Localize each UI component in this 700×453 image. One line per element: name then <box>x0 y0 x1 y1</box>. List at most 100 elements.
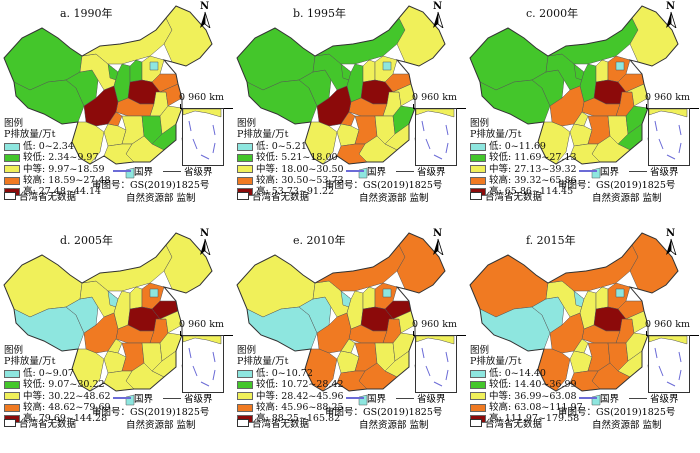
north-label: N <box>200 1 210 12</box>
legend-item: 低: 0~11.69 <box>470 141 577 152</box>
boundary-legend: 国界 省级界 <box>111 164 213 178</box>
legend-title: 图例 <box>470 118 490 129</box>
taiwan-no-data: 台湾省无数据 <box>470 189 542 203</box>
legend-label: 较高: 18.59~27.48 <box>23 175 111 187</box>
no-data-swatch <box>237 419 249 427</box>
boundary-legend: 国界 省级界 <box>344 164 446 178</box>
map-panel: b. 1995年 N 0 960 km 图例 P排放量/万t 低: 0~5.21 较低: 5… <box>233 0 466 226</box>
legend-item: 较高: 48.62~79.69 <box>4 402 111 413</box>
legend-label: 高: 27.48~44.14 <box>23 186 102 198</box>
national-boundary-line <box>113 170 131 172</box>
legend-label: 低: 0~5.21 <box>256 140 307 152</box>
north-label: N <box>433 228 443 239</box>
legend-label: 高: 79.69~144.28 <box>23 413 108 425</box>
provincial-boundary-label: 省级界 <box>650 167 679 178</box>
national-boundary-line <box>579 170 597 172</box>
province-beijing-tianjin <box>382 288 392 298</box>
legend-subtitle: P排放量/万t <box>237 356 289 368</box>
provincial-boundary-line <box>629 397 648 399</box>
legend-swatch <box>237 165 253 174</box>
province-shanxi <box>362 286 376 310</box>
legend-item: 低: 0~2.34 <box>4 141 111 152</box>
boundary-legend: 国界 省级界 <box>111 391 213 405</box>
legend-item: 较高: 30.50~53.73 <box>237 175 344 186</box>
legend-item: 较低: 2.34~9.97 <box>4 152 111 163</box>
legend-swatch <box>4 176 20 185</box>
national-boundary-label: 国界 <box>134 167 154 178</box>
national-boundary-label: 国界 <box>600 167 620 178</box>
legend-swatch <box>237 142 253 151</box>
legend-item: 低: 0~9.07 <box>4 368 111 379</box>
legend-swatch <box>4 369 20 378</box>
legend-label: 较低: 5.21~18.00 <box>256 152 338 164</box>
legend-item: 较高: 63.08~111.97 <box>470 402 583 413</box>
national-boundary <box>236 5 446 165</box>
supervision-note: 自然资源部 监制 <box>592 193 662 204</box>
scale-label: 0 960 km <box>412 319 457 330</box>
provincial-boundary-label: 省级界 <box>650 394 679 405</box>
panel-title: a. 1990年 <box>60 7 113 20</box>
china-map <box>469 232 679 406</box>
legend-item: 低: 0~10.72 <box>237 368 344 379</box>
legend-subtitle: P排放量/万t <box>470 356 522 368</box>
map-panel: d. 2005年 N 0 960 km 图例 P排放量/万t 低: 0~9.07 较低: 9… <box>0 227 233 453</box>
scale-label: 0 960 km <box>645 92 690 103</box>
legend-subtitle: P排放量/万t <box>470 129 522 141</box>
legend-swatch <box>4 165 20 174</box>
legend-label: 较低: 10.72~28.42 <box>256 379 344 391</box>
legend-label: 中等: 18.00~30.50 <box>256 163 344 175</box>
province-jiangsu <box>625 310 649 334</box>
national-boundary-line <box>346 397 364 399</box>
legend-item: 较高: 45.96~88.25 <box>237 402 344 413</box>
legend-item: 中等: 30.22~48.62 <box>4 391 111 402</box>
national-boundary-label: 国界 <box>367 394 387 405</box>
province-shanxi <box>595 286 609 310</box>
legend-item: 较低: 11.69~27.13 <box>470 152 577 163</box>
legend-label: 较低: 9.07~30.22 <box>23 379 105 391</box>
legend-label: 高: 88.25~165.82 <box>256 413 341 425</box>
legend-label: 较高: 39.32~65.86 <box>489 175 577 187</box>
province-beijing-tianjin <box>382 61 392 71</box>
no-data-label: 台湾省无数据 <box>252 419 310 430</box>
legend-label: 较高: 45.96~88.25 <box>256 402 344 414</box>
legend-item: 中等: 18.00~30.50 <box>237 164 344 175</box>
national-boundary <box>3 5 213 165</box>
legend-label: 高: 65.86~114.45 <box>489 186 574 198</box>
province-jiangsu <box>159 310 183 334</box>
legend-label: 低: 0~14.40 <box>489 367 546 379</box>
province-beijing-tianjin <box>615 288 625 298</box>
legend-item: 中等: 27.13~39.32 <box>470 164 577 175</box>
taiwan-no-data: 台湾省无数据 <box>4 416 76 430</box>
supervision-note: 自然资源部 监制 <box>592 420 662 431</box>
scale-label: 0 960 km <box>645 319 690 330</box>
review-number: 审图号：GS(2019)1825号 <box>92 407 210 418</box>
legend-label: 低: 0~10.72 <box>256 367 313 379</box>
legend: 图例 P排放量/万t 低: 0~10.72 较低: 10.72~28.42 中等: 28… <box>237 345 344 425</box>
national-boundary <box>236 232 446 392</box>
review-number: 审图号：GS(2019)1825号 <box>325 180 443 191</box>
north-arrow-icon: N <box>196 228 214 255</box>
north-arrow-icon: N <box>429 1 447 28</box>
legend-subtitle: P排放量/万t <box>4 356 56 368</box>
north-label: N <box>666 1 676 12</box>
legend-label: 较高: 48.62~79.69 <box>23 402 111 414</box>
provincial-boundary-line <box>163 397 182 399</box>
north-label: N <box>666 228 676 239</box>
map-panel: f. 2015年 N 0 960 km 图例 P排放量/万t 低: 0~14.40 较低: … <box>466 227 699 453</box>
no-data-swatch <box>470 192 482 200</box>
provincial-boundary-line <box>396 170 415 172</box>
review-number: 审图号：GS(2019)1825号 <box>325 407 443 418</box>
provincial-boundary-line <box>163 170 182 172</box>
provincial-boundary-label: 省级界 <box>417 167 446 178</box>
legend-swatch <box>4 142 20 151</box>
legend-swatch <box>470 369 486 378</box>
legend-swatch <box>4 380 20 389</box>
provincial-boundary-label: 省级界 <box>184 167 213 178</box>
taiwan-no-data: 台湾省无数据 <box>4 189 76 203</box>
legend-swatch <box>4 153 20 162</box>
china-map <box>236 232 446 406</box>
legend-title: 图例 <box>470 345 490 356</box>
scale-label: 0 960 km <box>179 92 224 103</box>
boundary-legend: 国界 省级界 <box>344 391 446 405</box>
legend-swatch <box>470 176 486 185</box>
